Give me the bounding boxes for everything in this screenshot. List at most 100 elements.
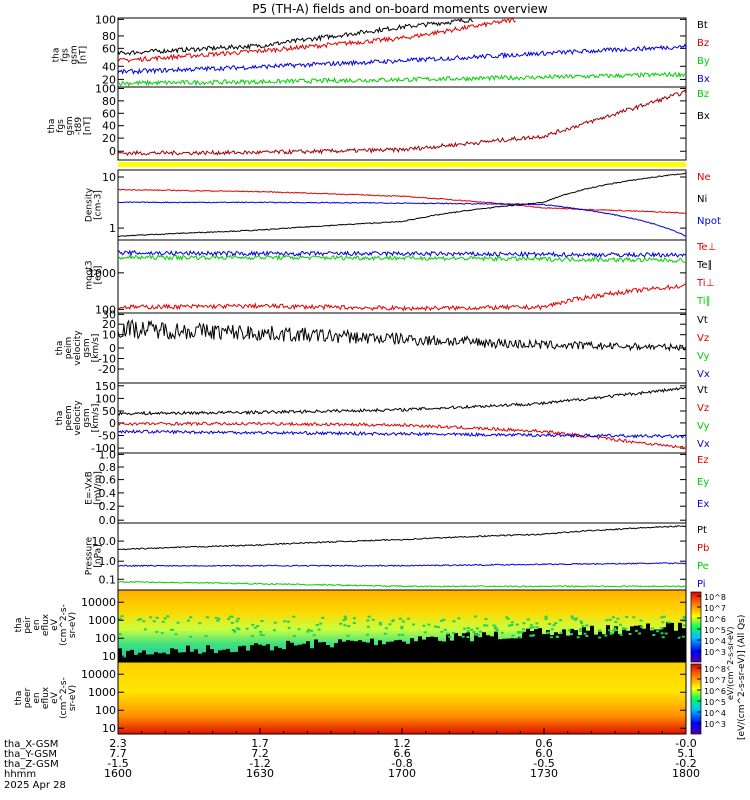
colorbar-ticks: 10^8 10^7 10^6 10^5 10^4 10^3 10^8 10^7 10^6 10^5…: [697, 593, 726, 729]
y-tick-label: 0.4: [99, 487, 117, 500]
y-tick-label: 0: [109, 417, 116, 430]
y-axis-label: fgs: [61, 48, 71, 62]
y-tick-label: 10.0: [92, 535, 117, 548]
y-axis-label: -t89: [74, 117, 84, 136]
legend-Pt: Pt: [697, 525, 707, 536]
legend-Bx: Bx: [697, 74, 710, 85]
colorbar-label-2: eV/(cm^2-s-sr-eV): [726, 627, 735, 700]
x-tick-label: -0.5: [533, 757, 554, 770]
series-density-Npot: [117, 201, 687, 237]
colorbar-tick-label: 10^8: [704, 593, 726, 602]
y-axis-label: [nT]: [83, 117, 93, 135]
y-tick-label: 60: [102, 42, 116, 55]
x-tick-label: 7.7: [109, 747, 127, 760]
y-tick-label: 10000: [81, 668, 116, 681]
x-tick-label: -1.5: [107, 757, 128, 770]
legend-Bt: Bt: [697, 20, 708, 31]
panel-frame: [117, 239, 687, 314]
y-axis-label: tha: [52, 48, 62, 63]
panel-frame: [117, 169, 687, 241]
legend-Npot: Npot: [697, 216, 721, 227]
y-axis-label: [km/s]: [91, 404, 101, 433]
y-tick-label: 20: [102, 73, 116, 86]
y-tick-label: 100: [95, 704, 116, 717]
colorbar-bottom: [690, 663, 702, 735]
y-axis-label: eV: [50, 691, 60, 704]
colorbar-tick-label: 10^6: [704, 687, 726, 696]
y-tick-label: 100: [95, 13, 116, 26]
y-tick-label: 100: [95, 392, 116, 405]
x-tick-label: -0.0: [675, 737, 696, 750]
series-peem-velocity-Vx: [117, 429, 687, 439]
legend-Pb: Pb: [697, 543, 709, 554]
series-density-Ni: [117, 172, 687, 238]
y-axis-label: Pressure: [85, 536, 95, 575]
legend-Ez: Ez: [697, 455, 709, 466]
colorbar-tick-label: 10^8: [704, 665, 726, 674]
y-tick-label: 10: [102, 650, 116, 663]
y-tick-label: 100: [95, 632, 116, 645]
x-row-label: tha_Z-GSM: [4, 759, 59, 770]
y-tick-label: 0.6: [99, 474, 117, 487]
panel-frame: [117, 382, 687, 454]
x-tick-label: -0.8: [391, 757, 412, 770]
legend-Ey: Ey: [697, 477, 709, 488]
y-tick-label: 40: [102, 120, 116, 133]
x-tick-label: 7.2: [251, 747, 269, 760]
y-axis-label: eflux: [41, 686, 51, 709]
series-fgs-gsm-By: [117, 71, 687, 87]
series-fgs-gsm-Bx: [117, 43, 687, 75]
x-tick-label: -0.2: [675, 757, 696, 770]
legend-Vy: Vy: [697, 351, 710, 362]
y-axis-label: peem: [64, 405, 74, 431]
panel-peir-spec: 10000 1000 100 10 tha peir en eflux eV (cm^2-s-sr…: [14, 589, 687, 663]
y-tick-label: 20: [102, 132, 116, 145]
y-tick-label: -20: [98, 363, 116, 376]
x-tick-label: 1.2: [393, 737, 411, 750]
series-fgs-gsm-t89-Bz: [117, 89, 687, 157]
x-tick-label: 1600: [104, 767, 132, 780]
series-peim-velocity-Vt: [117, 318, 687, 352]
series: [117, 17, 687, 588]
y-axis-label: [mV/m]: [94, 471, 104, 505]
x-tick-label: 1.7: [251, 737, 269, 750]
y-tick-label: 0: [109, 342, 116, 355]
y-axis-label: [km/s]: [91, 334, 101, 363]
panel-pressure: 10.0 1.0 0.1 Pressure [nPa] Pt Pb Pe Pi: [85, 522, 709, 591]
colorbar: 10^8 10^7 10^6 10^5 10^4 10^3 10^8 10^7 10^6 10^5…: [690, 591, 747, 740]
x-tick-label: 6.6: [393, 747, 411, 760]
y-axis-label: velocity: [73, 330, 83, 366]
y-axis-label: tha: [14, 618, 24, 633]
y-axis-label: [nT]: [79, 46, 89, 64]
y-tick-label: 0.1: [99, 573, 117, 586]
legend-Vz: Vz: [697, 333, 709, 344]
y-axis-label: [eV]: [94, 266, 104, 285]
x-tick-label: 1700: [388, 767, 416, 780]
series-pressure-Pi: [117, 580, 687, 588]
y-tick-label: 0.2: [99, 500, 117, 513]
y-axis-label: eV: [50, 618, 60, 631]
y-axis-label: en: [32, 619, 42, 630]
y-axis-label: tha: [14, 691, 24, 706]
y-axis-label: (cm^2-s-: [59, 604, 69, 646]
colorbar-tick-label: 10^3: [704, 648, 726, 657]
legend-Bx: Bx: [697, 111, 710, 122]
x-tick-label: 0.6: [535, 737, 553, 750]
y-tick-label: 30: [102, 308, 116, 321]
colorbar-tick-label: 10^4: [704, 637, 726, 646]
legend-Te∥: Te∥: [696, 260, 713, 271]
x-row-label: hhmm: [4, 769, 36, 780]
legend-Ti⊥: Ti⊥: [696, 278, 714, 289]
y-tick-label: 0: [109, 145, 116, 158]
y-axis-label: [nPa]: [94, 544, 104, 567]
series-pressure-Pt: [118, 525, 687, 551]
y-tick-label: 100: [95, 303, 116, 316]
legend-Bz: Bz: [697, 89, 709, 100]
y-axis-label: gsm: [65, 116, 75, 135]
legend-Ti∥: Ti∥: [696, 296, 711, 307]
y-tick-label: -100: [91, 442, 116, 455]
y-axis-label: gsm: [82, 408, 92, 427]
series-fgs-gsm-Bz: [117, 18, 516, 63]
